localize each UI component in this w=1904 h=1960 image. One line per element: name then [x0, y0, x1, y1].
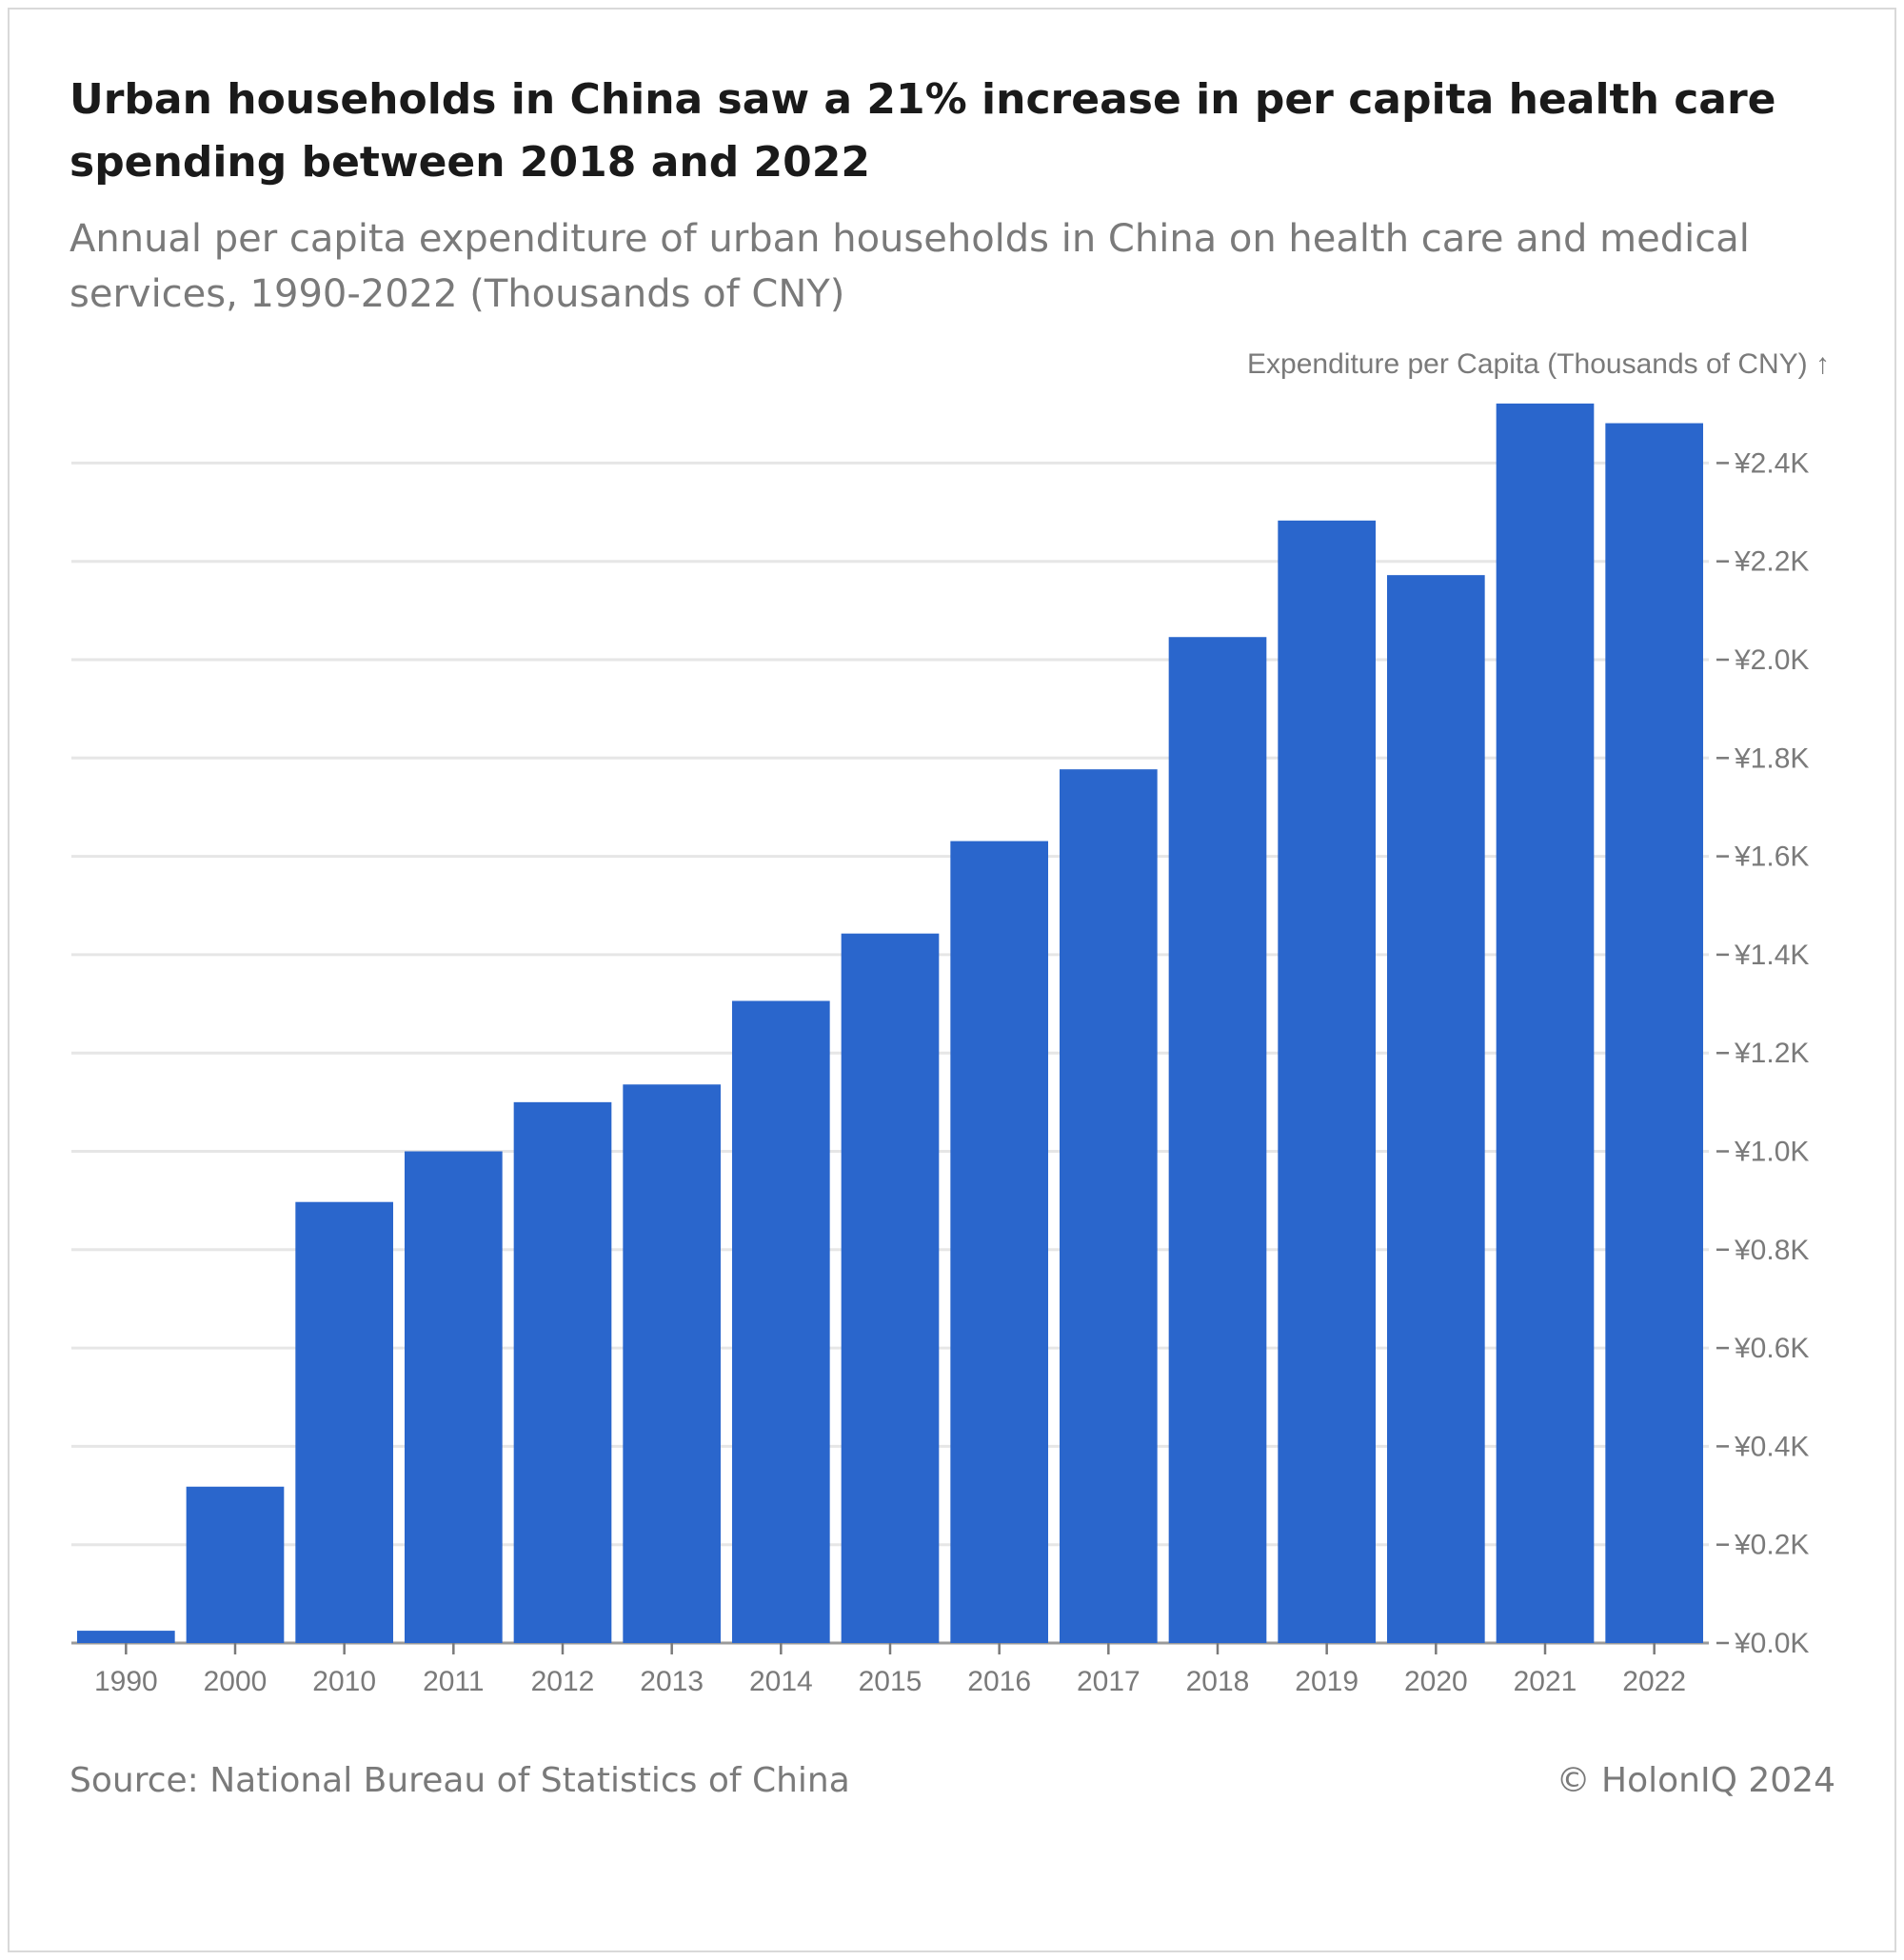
- y-tick-label: ¥1.2K: [1734, 1038, 1809, 1069]
- x-tick-label: 2015: [859, 1666, 922, 1697]
- bar-2016: [950, 841, 1048, 1643]
- bar-2020: [1387, 575, 1485, 1643]
- x-tick-label: 1990: [94, 1666, 158, 1697]
- x-axis: 1990 2000 2010 2011 2012 2013 2014 2015 2016 2017…: [94, 1643, 1686, 1697]
- y-axis-label: Expenditure per Capita (Thousands of CNY…: [1247, 348, 1830, 380]
- bars: [77, 403, 1703, 1644]
- x-tick-label: 2000: [204, 1666, 268, 1697]
- y-tick-label: ¥2.2K: [1734, 546, 1809, 578]
- y-tick-label: ¥1.4K: [1734, 940, 1809, 971]
- copyright-note: © HolonIQ 2024: [1556, 1761, 1835, 1800]
- y-tick-label: ¥0.8K: [1734, 1235, 1809, 1266]
- bar-2022: [1605, 423, 1703, 1644]
- x-tick-label: 2018: [1186, 1666, 1250, 1697]
- bar-2011: [405, 1151, 503, 1643]
- chart-title: Urban households in China saw a 21% incr…: [69, 75, 1776, 187]
- x-tick-label: 2016: [967, 1666, 1031, 1697]
- x-tick-label: 2020: [1404, 1666, 1468, 1697]
- bar-2014: [732, 1000, 830, 1643]
- y-tick-label: ¥2.4K: [1734, 447, 1809, 479]
- bar-2017: [1060, 769, 1158, 1643]
- y-tick-label: ¥0.2K: [1734, 1530, 1809, 1561]
- bar-2000: [186, 1486, 285, 1643]
- x-tick-label: 2014: [749, 1666, 813, 1697]
- bar-2012: [513, 1101, 612, 1643]
- bar-2019: [1278, 520, 1376, 1643]
- x-tick-label: 2019: [1295, 1666, 1359, 1697]
- y-tick-label: ¥1.0K: [1734, 1137, 1809, 1168]
- y-tick-label: ¥1.6K: [1734, 841, 1809, 873]
- x-tick-label: 2021: [1514, 1666, 1577, 1697]
- y-tick-label: ¥2.0K: [1734, 644, 1809, 676]
- y-tick-label: ¥0.6K: [1734, 1333, 1809, 1364]
- bar-1990: [77, 1631, 175, 1643]
- x-tick-label: 2012: [531, 1666, 595, 1697]
- x-tick-label: 2013: [640, 1666, 704, 1697]
- x-tick-label: 2022: [1622, 1666, 1686, 1697]
- y-tick-label: ¥0.0K: [1734, 1628, 1809, 1659]
- bar-2015: [841, 933, 940, 1643]
- bar-2010: [295, 1201, 393, 1643]
- chart-subtitle: Annual per capita expenditure of urban h…: [69, 217, 1750, 316]
- source-note: Source: National Bureau of Statistics of…: [69, 1761, 850, 1800]
- y-axis: ¥0.0K ¥0.2K ¥0.4K ¥0.6K ¥0.8K ¥1.0K ¥1.2K ¥1.4K…: [1716, 447, 1809, 1659]
- y-tick-label: ¥1.8K: [1734, 742, 1809, 774]
- x-tick-label: 2010: [312, 1666, 376, 1697]
- x-tick-label: 2011: [423, 1666, 485, 1697]
- bar-2021: [1496, 403, 1595, 1643]
- y-tick-label: ¥0.4K: [1734, 1431, 1809, 1462]
- bar-2013: [623, 1084, 721, 1643]
- bar-2018: [1168, 637, 1267, 1644]
- x-tick-label: 2017: [1077, 1666, 1140, 1697]
